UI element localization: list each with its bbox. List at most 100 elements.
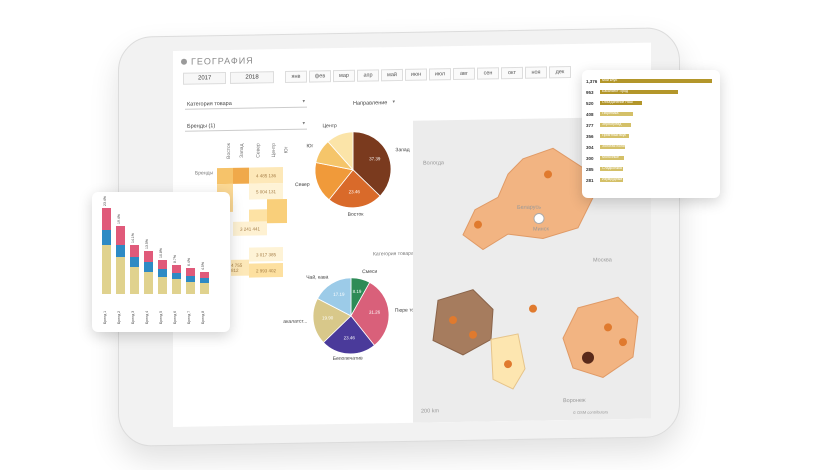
month-jun[interactable]: июн <box>405 68 427 81</box>
stacked-bar[interactable] <box>102 208 111 294</box>
region-east[interactable] <box>562 296 639 378</box>
ranking-label: Бакалатст Прод <box>602 89 628 93</box>
pie-slice[interactable] <box>352 131 392 197</box>
heatmap-cell[interactable]: 5 004 131 <box>249 183 283 200</box>
stacked-category-label: Бренд 1 <box>103 310 107 324</box>
brand-dropdown[interactable]: Бренды (1) ▾ <box>185 120 307 132</box>
stacked-category-label: Бренд 5 <box>159 310 163 324</box>
month-feb[interactable]: фев <box>309 70 331 83</box>
heatmap-cell[interactable]: 3 241 441 <box>233 221 267 236</box>
pie-category-label: Пюре то со... <box>395 307 413 314</box>
ranking-row[interactable]: 304 Золотая поляна <box>586 144 628 150</box>
pie-slice[interactable] <box>328 169 381 209</box>
stacked-bar-segment <box>144 271 153 294</box>
map-marker[interactable] <box>504 360 512 369</box>
stacked-bar-segment <box>158 276 167 294</box>
heatmap-cell[interactable] <box>267 198 287 224</box>
heatmap-cell[interactable] <box>233 167 249 184</box>
pie-category-label: Юг <box>306 143 313 149</box>
direction-pie-chart: 37.39 Запад 23.46 Восток Север Юг Центр <box>295 123 410 218</box>
stacked-bar-segment <box>102 208 111 231</box>
map-marker[interactable] <box>582 351 594 364</box>
stacked-bar[interactable] <box>116 226 125 294</box>
stacked-total-label: 8.7% <box>173 254 177 263</box>
month-sep[interactable]: сен <box>477 67 499 80</box>
month-mar[interactable]: мар <box>333 69 355 83</box>
month-may[interactable]: май <box>381 68 403 82</box>
map-marker[interactable] <box>604 323 612 332</box>
stacked-bar-segment <box>200 282 209 294</box>
region-west[interactable] <box>432 289 494 356</box>
ranking-row[interactable]: 953 Бакалатст Прод <box>586 89 678 95</box>
stacked-bar-segment <box>116 257 125 294</box>
map-marker[interactable] <box>529 304 537 313</box>
brand-dropdown-label: Бренды (1) <box>187 123 216 130</box>
ranking-row[interactable]: 300 Молочные <box>586 155 625 161</box>
stacked-bar[interactable] <box>200 271 209 294</box>
ranking-bar: Изумрудный <box>600 177 623 182</box>
pie-value-label: 31.26 <box>369 310 381 315</box>
heatmap-cell[interactable]: 4 485 136 <box>249 167 283 184</box>
heatmap-cell[interactable]: 4 755 812 <box>231 259 249 276</box>
ranking-row[interactable]: 520 Объединение Наш <box>586 100 643 106</box>
ranking-label: Сладкоежка <box>602 166 622 170</box>
heatmap-cell[interactable]: 3 017 385 <box>249 247 283 262</box>
month-jul[interactable]: июл <box>429 68 451 81</box>
stacked-bar[interactable] <box>158 259 167 294</box>
month-dec[interactable]: дек <box>549 65 571 79</box>
pie-category-label: Смеси <box>362 269 377 275</box>
map-marker-minsk[interactable] <box>533 213 545 225</box>
heatmap-col-label: Восток <box>225 143 232 159</box>
ranking-row[interactable]: 1,376 Мой клуб <box>586 78 712 84</box>
stacked-bar[interactable] <box>130 244 139 294</box>
pie-slice[interactable] <box>312 297 352 344</box>
map-marker[interactable] <box>469 330 477 339</box>
ranking-bar: Мой клуб <box>600 78 712 83</box>
region-belarus[interactable] <box>462 147 594 251</box>
ranking-row[interactable]: 377 Зернотрейд <box>586 122 631 128</box>
map-label: Вологда <box>423 160 444 167</box>
heatmap-cell[interactable] <box>217 167 233 185</box>
ranking-bar: Молочные <box>600 155 625 160</box>
ranking-bar: Золотая поляна <box>600 144 628 149</box>
month-aug[interactable]: авг <box>453 67 475 81</box>
category-dropdown[interactable]: Категория товара ▾ <box>185 98 307 110</box>
map-marker[interactable] <box>544 170 552 179</box>
stacked-bar-segment <box>144 262 153 272</box>
heatmap-cell[interactable]: 2 993 402 <box>249 263 283 278</box>
pie-value-label: 23.46 <box>344 335 356 340</box>
pie-slice[interactable] <box>322 315 375 355</box>
year-2017[interactable]: 2017 <box>183 72 227 85</box>
pie-slice[interactable] <box>316 277 352 317</box>
heatmap-col-label: Запад <box>239 143 246 158</box>
stacked-bar[interactable] <box>144 251 153 294</box>
ranking-row[interactable]: 281 Изумрудный <box>586 177 623 183</box>
ranking-row[interactable]: 408 Пюреника <box>586 111 634 117</box>
pie-category-label: Бакалатст... <box>283 318 307 324</box>
pie-slice[interactable] <box>327 131 354 171</box>
map-marker[interactable] <box>619 338 627 347</box>
year-2018[interactable]: 2018 <box>230 71 274 84</box>
pie-value-label: 23.46 <box>349 189 361 194</box>
map-label: Воронеж <box>563 397 586 405</box>
month-oct[interactable]: окт <box>501 66 523 80</box>
month-nov[interactable]: ноя <box>525 66 547 79</box>
month-jan[interactable]: янв <box>285 70 307 83</box>
map-marker[interactable] <box>474 220 482 229</box>
stacked-bar[interactable] <box>186 268 195 294</box>
pie-slice[interactable] <box>314 162 354 201</box>
heatmap-col-label: Юг <box>283 146 290 154</box>
heatmap-row-label: Бренды <box>195 170 214 177</box>
pie-slice[interactable] <box>350 281 390 346</box>
ranking-row[interactable]: 356 Приятный вкус <box>586 133 629 139</box>
stacked-total-label: 19.4% <box>117 214 121 225</box>
stacked-bar-segment <box>130 244 139 258</box>
month-apr[interactable]: апр <box>357 69 379 82</box>
map-marker[interactable] <box>449 316 457 325</box>
stacked-bar[interactable] <box>172 264 181 294</box>
pie-category-label: Север <box>295 182 310 188</box>
chevron-down-icon: ▾ <box>302 98 305 105</box>
ranking-row[interactable]: 285 Сладкоежка <box>586 166 624 172</box>
ranking-value: 281 <box>586 177 594 183</box>
direction-dropdown[interactable]: Направление ▾ <box>351 99 395 108</box>
